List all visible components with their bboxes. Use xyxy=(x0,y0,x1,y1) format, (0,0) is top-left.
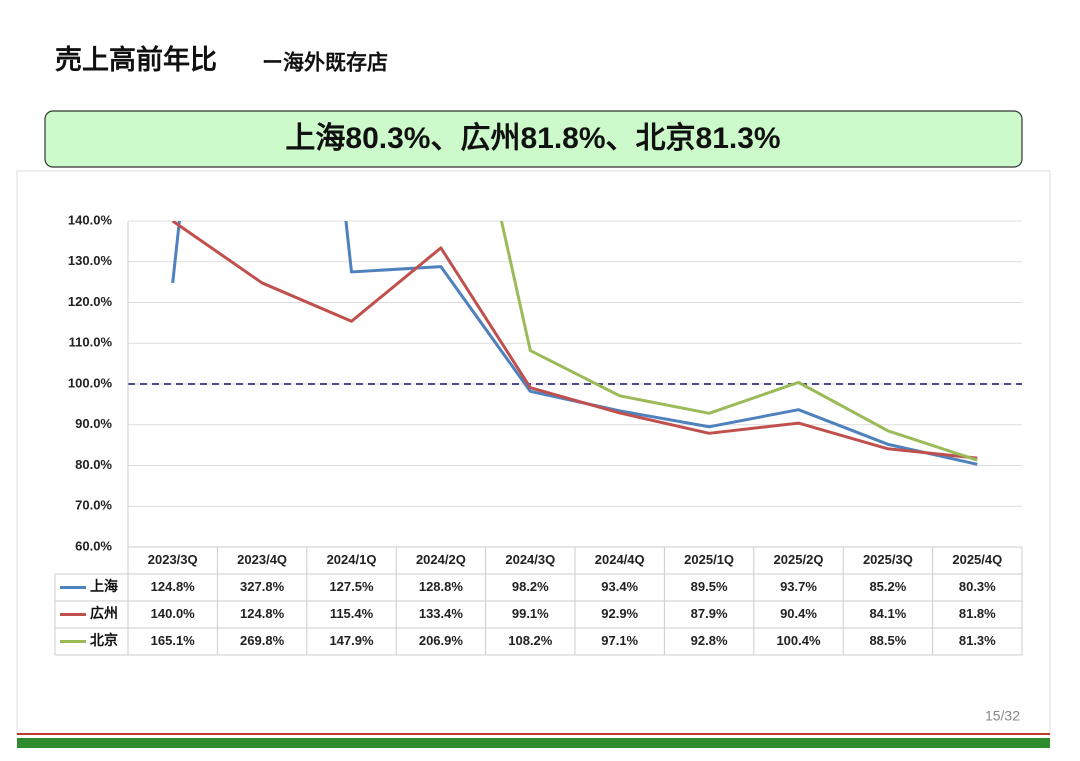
table-cell: 206.9% xyxy=(419,633,464,648)
series-line xyxy=(499,221,978,462)
table-cell: 100.4% xyxy=(776,633,821,648)
y-tick-label: 140.0% xyxy=(68,212,113,227)
x-tick-label: 2023/3Q xyxy=(148,552,198,567)
table-cell: 93.7% xyxy=(780,579,817,594)
slide-title: 売上高前年比 xyxy=(55,44,217,75)
table-cell: 97.1% xyxy=(601,633,638,648)
table-cell: 84.1% xyxy=(869,606,906,621)
table-cell: 269.8% xyxy=(240,633,285,648)
plot-area xyxy=(171,221,978,466)
page-number: 15/32 xyxy=(985,708,1020,724)
series-line xyxy=(171,221,978,460)
table-cell: 92.8% xyxy=(691,633,728,648)
table-cell: 89.5% xyxy=(691,579,728,594)
y-tick-label: 100.0% xyxy=(68,375,113,390)
footer-green xyxy=(17,738,1050,748)
x-tick-label: 2025/3Q xyxy=(863,552,913,567)
x-tick-label: 2024/4Q xyxy=(595,552,645,567)
x-tick-label: 2025/4Q xyxy=(952,552,1002,567)
table-cell: 88.5% xyxy=(869,633,906,648)
y-tick-label: 70.0% xyxy=(75,498,112,513)
y-tick-label: 110.0% xyxy=(69,335,113,350)
y-tick-label: 120.0% xyxy=(68,294,113,309)
table-cell: 90.4% xyxy=(780,606,817,621)
legend-label: 上海 xyxy=(90,578,118,594)
y-tick-label: 60.0% xyxy=(75,538,112,553)
x-tick-label: 2024/2Q xyxy=(416,552,466,567)
table-cell: 87.9% xyxy=(691,606,728,621)
legend-label: 北京 xyxy=(90,632,118,648)
table-cell: 81.8% xyxy=(959,606,996,621)
table-cell: 128.8% xyxy=(419,579,464,594)
x-tick-label: 2024/1Q xyxy=(327,552,377,567)
table-cell: 115.4% xyxy=(330,606,374,621)
x-tick-label: 2023/4Q xyxy=(237,552,287,567)
x-tick-label: 2024/3Q xyxy=(505,552,555,567)
table-cell: 133.4% xyxy=(419,606,464,621)
banner-box xyxy=(44,110,1023,168)
table-cell: 98.2% xyxy=(512,579,549,594)
x-tick-label: 2025/1Q xyxy=(684,552,734,567)
x-tick-label: 2025/2Q xyxy=(774,552,824,567)
table-cell: 99.1% xyxy=(512,606,549,621)
table-cell: 108.2% xyxy=(508,633,553,648)
footer-red xyxy=(17,733,1050,735)
legend-label: 広州 xyxy=(90,605,118,621)
table-cell: 124.8% xyxy=(240,606,285,621)
slide-subtitle: ー海外既存店 xyxy=(262,51,388,75)
table-cell: 92.9% xyxy=(601,606,638,621)
table-cell: 327.8% xyxy=(240,579,285,594)
y-tick-label: 80.0% xyxy=(75,457,112,472)
table-cell: 124.8% xyxy=(151,579,196,594)
table-cell: 85.2% xyxy=(869,579,906,594)
table-cell: 140.0% xyxy=(151,606,196,621)
table-cell: 81.3% xyxy=(959,633,996,648)
banner-text: 上海80.3%、広州81.8%、北京81.3% xyxy=(285,121,780,155)
y-tick-label: 90.0% xyxy=(75,416,112,431)
chart-panel xyxy=(16,170,1051,735)
y-tick-label: 130.0% xyxy=(68,253,113,268)
table-cell: 165.1% xyxy=(151,633,196,648)
table-cell: 93.4% xyxy=(601,579,638,594)
table-cell: 80.3% xyxy=(959,579,996,594)
table-cell: 127.5% xyxy=(329,579,374,594)
table-cell: 147.9% xyxy=(329,633,374,648)
